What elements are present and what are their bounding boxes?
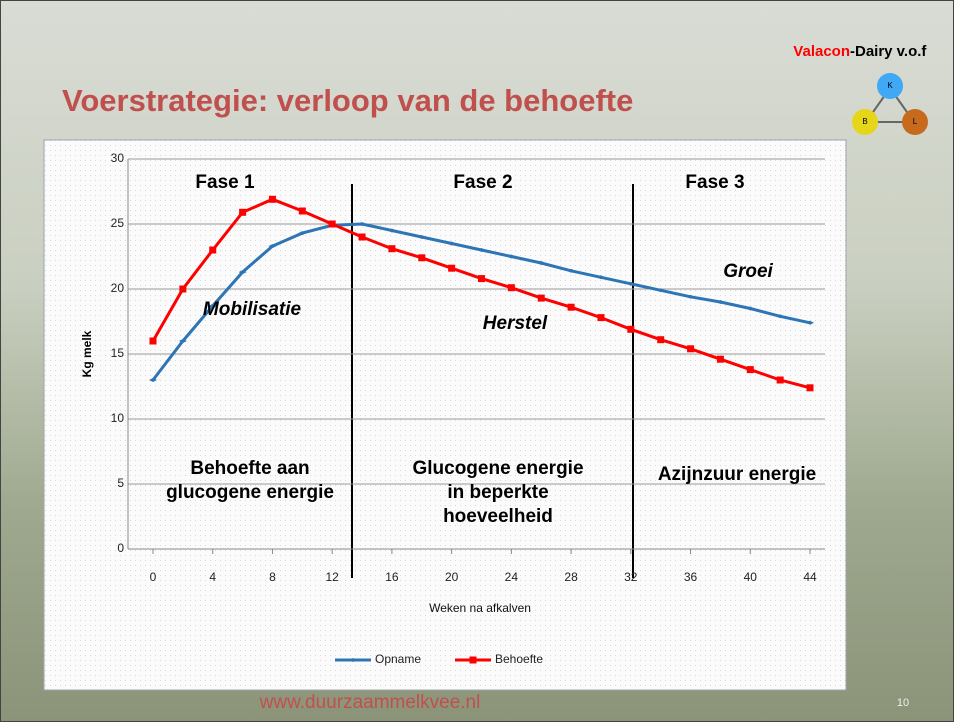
marker — [597, 314, 604, 321]
annotation: glucogene energie — [166, 482, 334, 503]
legend-label: Opname — [375, 652, 421, 666]
annotation: Herstel — [483, 313, 548, 334]
annotation: Azijnzuur energie — [658, 464, 816, 485]
marker — [418, 254, 425, 261]
marker — [807, 384, 814, 391]
logo-letter: K — [887, 81, 893, 90]
annotation: Behoefte aan — [190, 458, 309, 479]
page-number: 10 — [897, 697, 909, 709]
y-tick-label: 25 — [111, 216, 125, 230]
logo: K B L — [852, 73, 928, 135]
y-tick-label: 10 — [111, 411, 125, 425]
logo-letter: B — [862, 117, 867, 126]
chart: Voerstrategie: verloop van de behoefte V… — [0, 0, 954, 722]
annotation: Groei — [723, 261, 773, 282]
x-tick-label: 40 — [744, 570, 758, 584]
slide-title: Voerstrategie: verloop van de behoefte — [62, 83, 633, 118]
footer: www.duurzaammelkvee.nl — [259, 692, 481, 713]
marker — [717, 356, 724, 363]
x-tick-label: 4 — [209, 570, 216, 584]
annotation: Mobilisatie — [203, 299, 302, 320]
marker — [329, 221, 336, 228]
marker — [209, 247, 216, 254]
x-tick-label: 20 — [445, 570, 459, 584]
y-tick-label: 20 — [111, 281, 125, 295]
x-tick-label: 0 — [150, 570, 157, 584]
annotation: hoeveelheid — [443, 506, 553, 527]
legend-marker — [470, 657, 477, 664]
marker — [299, 208, 306, 215]
marker — [627, 326, 634, 333]
x-tick-label: 24 — [505, 570, 519, 584]
y-tick-label: 30 — [111, 151, 125, 165]
marker — [747, 366, 754, 373]
annotation: Fase 2 — [453, 172, 512, 193]
y-tick-label: 5 — [117, 476, 124, 490]
brand: Valacon — [793, 43, 850, 60]
marker — [388, 245, 395, 252]
x-tick-label: 32 — [624, 570, 638, 584]
marker — [568, 304, 575, 311]
marker — [687, 345, 694, 352]
annotation: Glucogene energie — [412, 458, 583, 479]
marker — [269, 196, 276, 203]
y-tick-label: 0 — [117, 541, 124, 555]
marker — [777, 377, 784, 384]
marker — [359, 234, 366, 241]
slide: Voerstrategie: verloop van de behoefte V… — [0, 0, 954, 722]
annotation: Fase 1 — [195, 172, 255, 193]
legend-label: Behoefte — [495, 652, 543, 666]
y-tick-label: 15 — [111, 346, 125, 360]
annotation: Fase 3 — [685, 172, 744, 193]
y-axis-title: Kg melk — [80, 330, 94, 377]
x-tick-label: 8 — [269, 570, 276, 584]
marker — [448, 265, 455, 272]
marker — [478, 275, 485, 282]
marker — [657, 336, 664, 343]
marker — [179, 286, 186, 293]
x-tick-label: 44 — [803, 570, 817, 584]
marker — [508, 284, 515, 291]
marker — [239, 209, 246, 216]
x-tick-label: 28 — [564, 570, 578, 584]
brand-suffix: -Dairy v.o.f — [850, 43, 927, 60]
x-tick-label: 16 — [385, 570, 399, 584]
x-axis-title: Weken na afkalven — [429, 601, 531, 615]
annotation: in beperkte — [447, 482, 548, 503]
logo-letter: L — [913, 117, 918, 126]
marker — [150, 338, 157, 345]
x-tick-label: 12 — [326, 570, 340, 584]
x-tick-label: 36 — [684, 570, 698, 584]
marker — [538, 295, 545, 302]
